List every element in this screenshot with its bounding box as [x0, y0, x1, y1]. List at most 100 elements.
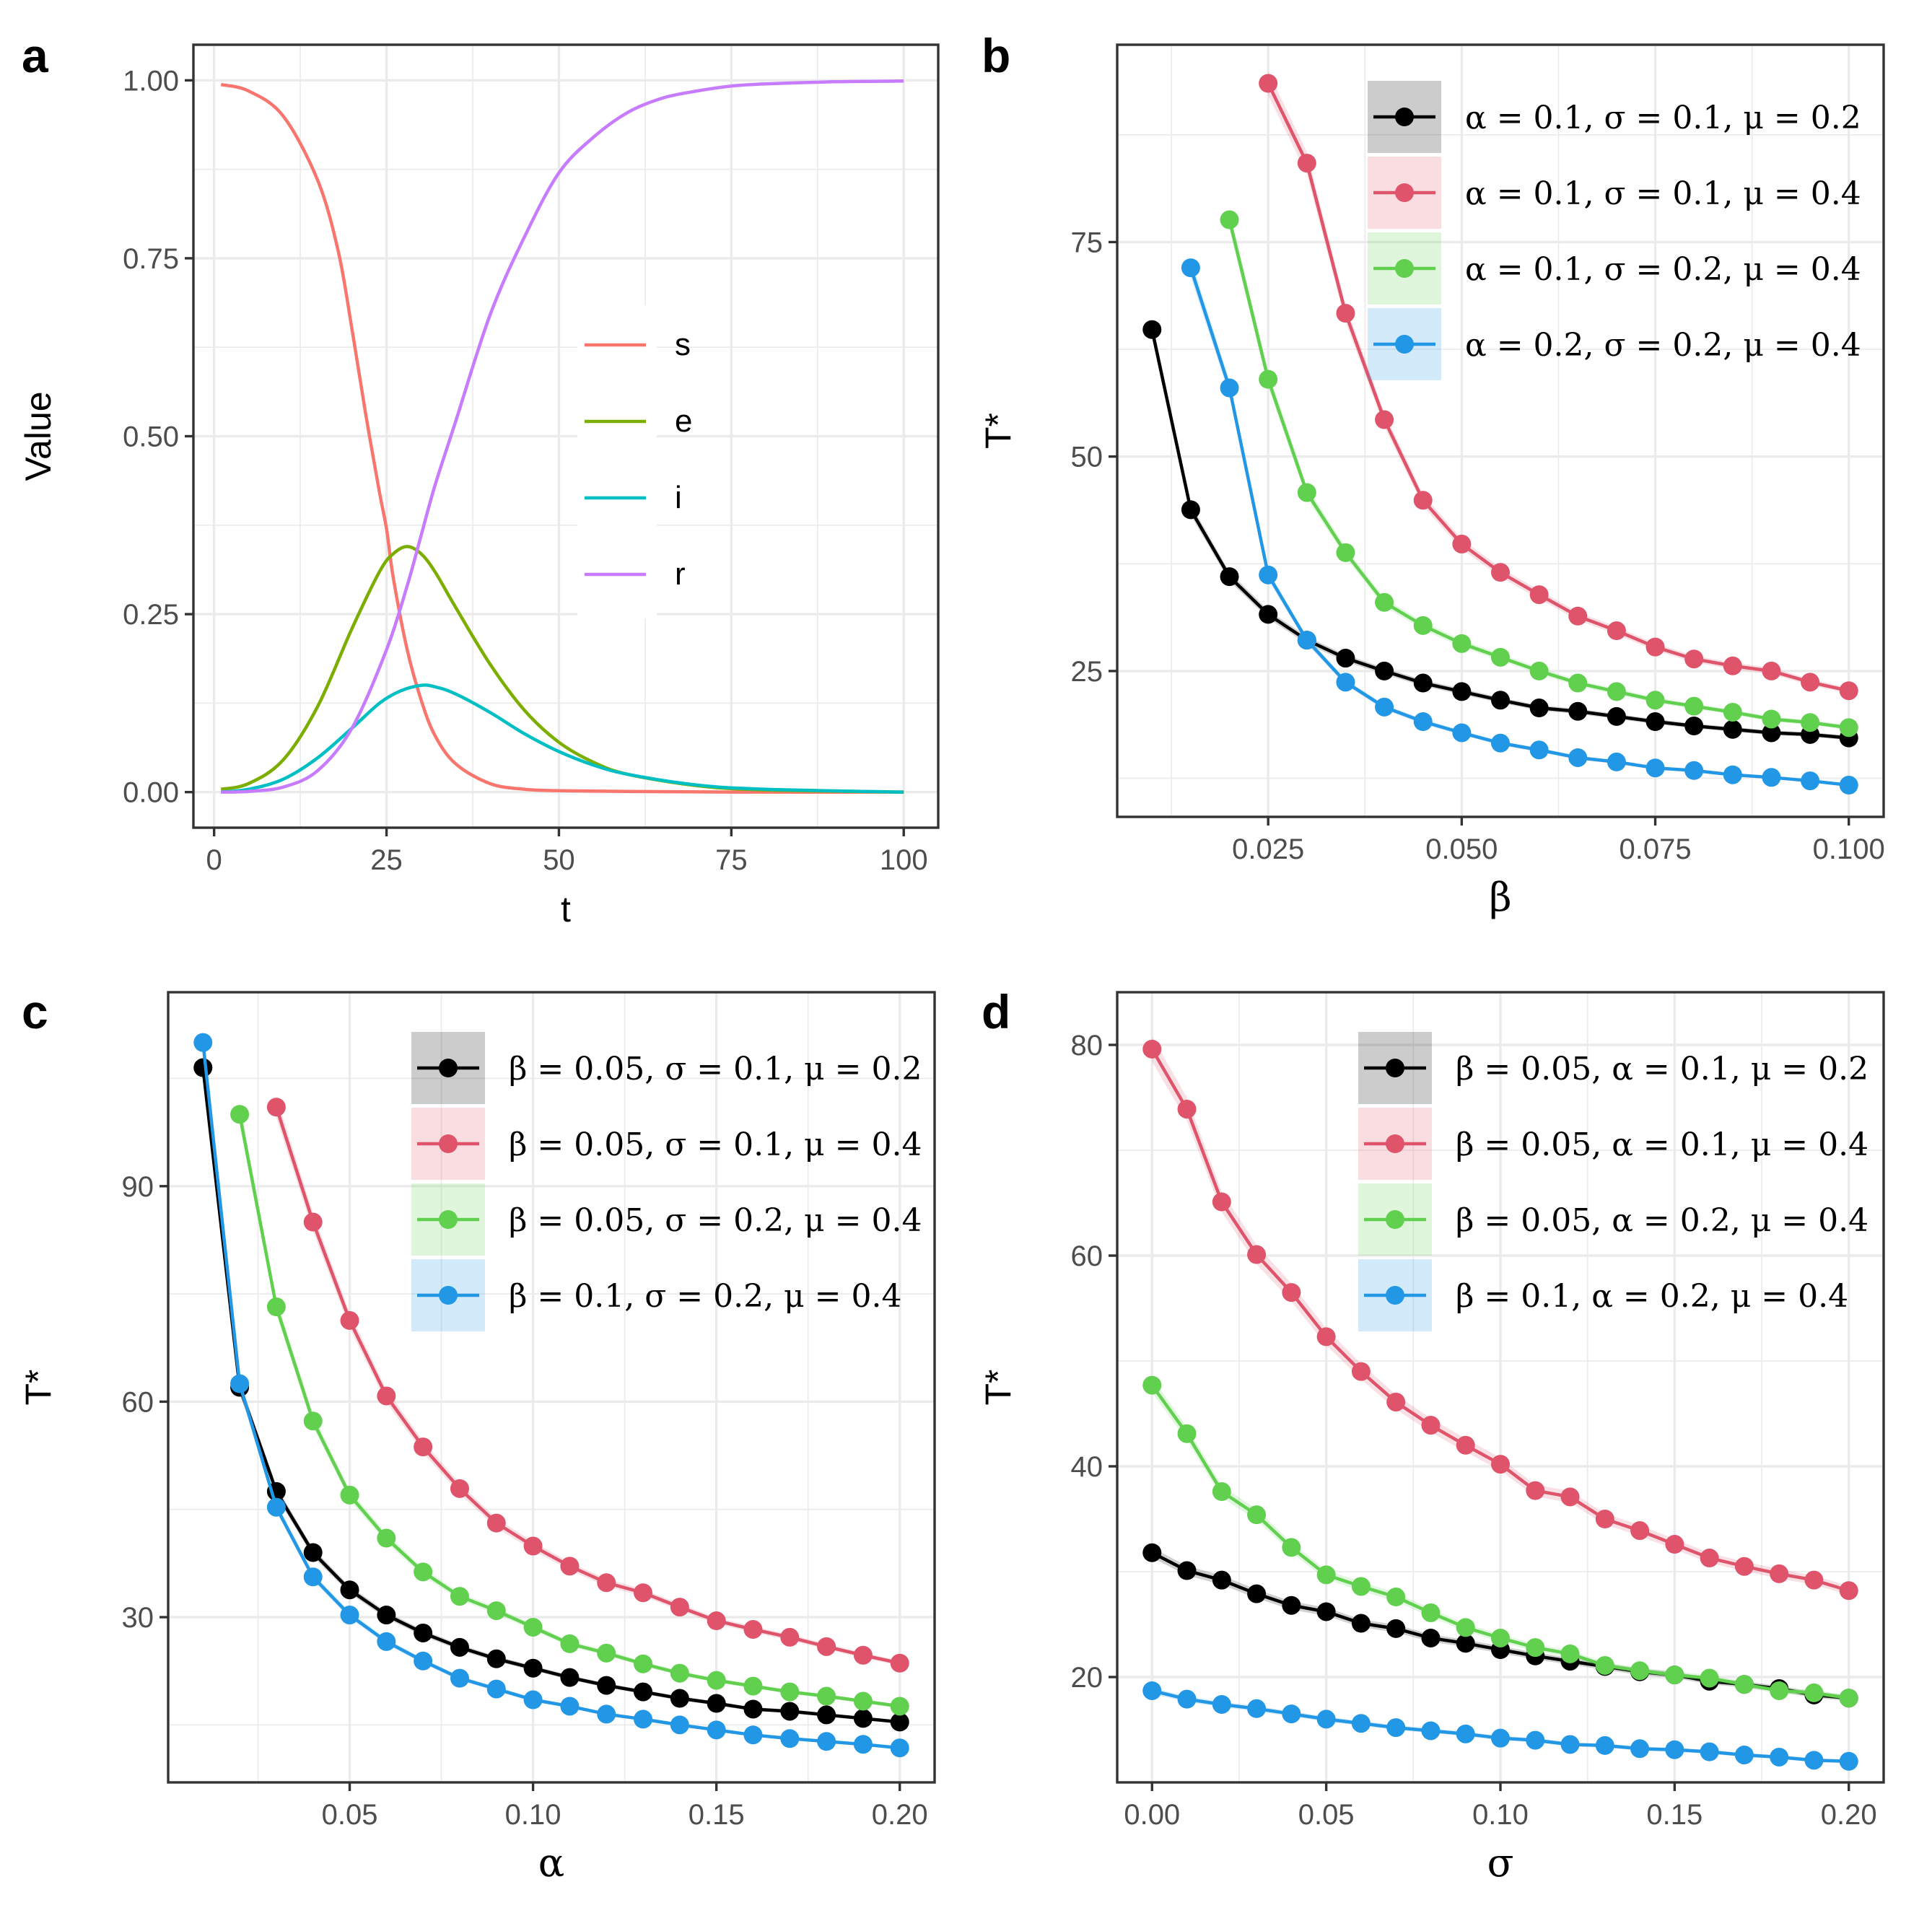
data-point: [1142, 1681, 1162, 1700]
data-point: [1247, 1699, 1267, 1718]
data-point: [634, 1654, 653, 1673]
series-line-s: [220, 83, 904, 794]
data-point: [486, 1513, 506, 1533]
data-point: [1560, 1735, 1580, 1754]
legend-item: β = 0.1, α = 0.2, μ = 0.4: [1358, 1259, 1848, 1331]
series-c-1: [266, 1096, 909, 1673]
series-line: [201, 1067, 900, 1724]
gridlines: [1117, 45, 1884, 817]
series-line: [1150, 329, 1849, 740]
data-point: [853, 1709, 873, 1728]
data-point: [1456, 1724, 1475, 1743]
legend-item: α = 0.1, σ = 0.1, μ = 0.2: [1368, 81, 1861, 153]
data-point: [1595, 1510, 1614, 1528]
data-point: [1336, 649, 1355, 668]
legend-label: α = 0.1, σ = 0.1, μ = 0.2: [1465, 100, 1861, 136]
legend-item: i: [585, 480, 682, 515]
data-point: [1645, 691, 1665, 710]
legend-label: β = 0.05, σ = 0.1, μ = 0.2: [509, 1051, 922, 1087]
data-point: [1734, 1557, 1754, 1576]
data-point: [1452, 634, 1472, 653]
data-point: [1386, 1392, 1406, 1411]
x-tick-label: 0.075: [1619, 833, 1691, 865]
panel-label: a: [22, 29, 49, 82]
data-point: [1259, 605, 1278, 624]
data-point: [1526, 1638, 1545, 1658]
legend-key-point: [1386, 1210, 1404, 1229]
x-axis-title: α: [538, 1840, 564, 1886]
series-c-0: [193, 1056, 909, 1732]
data-point: [1595, 1655, 1614, 1675]
legend-item: α = 0.1, σ = 0.2, μ = 0.4: [1368, 232, 1861, 305]
legend-item: e: [585, 403, 692, 439]
data-point: [1568, 673, 1588, 693]
x-axis-title: β: [1489, 875, 1511, 920]
legend-item: β = 0.05, α = 0.1, μ = 0.4: [1358, 1108, 1868, 1180]
panel-border: [1116, 43, 1885, 818]
data-point: [1801, 713, 1820, 732]
data-point: [1529, 585, 1549, 605]
data-point: [1491, 563, 1510, 582]
gridlines: [1117, 992, 1884, 1782]
data-point: [1568, 701, 1588, 721]
data-point: [780, 1729, 800, 1748]
data-point: [1762, 709, 1781, 729]
data-point: [1177, 1689, 1197, 1709]
data-point: [414, 1437, 433, 1457]
data-point: [1351, 1714, 1371, 1733]
legend: s e i r: [577, 305, 692, 618]
data-point: [1259, 74, 1278, 93]
x-axis-title: σ: [1487, 1840, 1514, 1886]
x-tick-label: 0.20: [1821, 1799, 1877, 1831]
y-tick-label: 0.75: [123, 243, 179, 275]
data-point: [1630, 1739, 1650, 1759]
legend-key-point: [439, 1059, 458, 1077]
legend-label: e: [675, 403, 692, 439]
series-d-3: [1142, 1681, 1858, 1771]
data-point: [1351, 1577, 1371, 1596]
data-point: [303, 1567, 323, 1587]
y-tick-label: 50: [1071, 442, 1103, 473]
data-point: [1177, 1100, 1197, 1119]
data-point: [340, 1310, 359, 1330]
data-point: [1336, 673, 1355, 692]
legend-label: α = 0.2, σ = 0.2, μ = 0.4: [1465, 327, 1861, 364]
data-point: [1413, 616, 1433, 635]
data-point: [450, 1668, 469, 1688]
data-point: [743, 1725, 763, 1745]
data-point: [1316, 1710, 1336, 1729]
data-point: [1684, 761, 1704, 780]
data-point: [1212, 1192, 1231, 1212]
legend: α = 0.1, σ = 0.1, μ = 0.2 α = 0.1, σ = 0.…: [1368, 81, 1861, 380]
legend-label: β = 0.05, α = 0.2, μ = 0.4: [1456, 1202, 1868, 1239]
legend-label: i: [675, 480, 682, 515]
x-tick-label: 0.05: [1298, 1799, 1355, 1831]
data-point: [1375, 592, 1394, 612]
legend-label: α = 0.1, σ = 0.2, μ = 0.4: [1465, 251, 1861, 288]
data-point: [817, 1705, 836, 1725]
data-point: [1529, 661, 1549, 680]
series-group: [220, 79, 904, 794]
data-point: [1723, 656, 1742, 675]
legend-key-point: [1386, 1059, 1404, 1077]
legend-item: β = 0.05, σ = 0.2, μ = 0.4: [411, 1183, 922, 1256]
legend-key-point: [439, 1134, 458, 1153]
legend-label: s: [675, 327, 691, 362]
data-point: [1526, 1481, 1545, 1500]
series-a-0: [220, 83, 904, 794]
data-point: [1212, 1694, 1231, 1714]
data-point: [1645, 758, 1665, 778]
data-point: [303, 1212, 323, 1232]
data-point: [1452, 534, 1472, 553]
data-point: [890, 1697, 909, 1716]
data-point: [1386, 1588, 1406, 1607]
data-point: [340, 1485, 359, 1505]
data-point: [414, 1651, 433, 1671]
data-point: [486, 1601, 506, 1621]
data-point: [377, 1528, 396, 1548]
data-point: [1386, 1619, 1406, 1638]
data-point: [1839, 1581, 1858, 1601]
data-point: [266, 1098, 286, 1117]
legend-label: β = 0.1, σ = 0.2, μ = 0.4: [509, 1278, 901, 1315]
